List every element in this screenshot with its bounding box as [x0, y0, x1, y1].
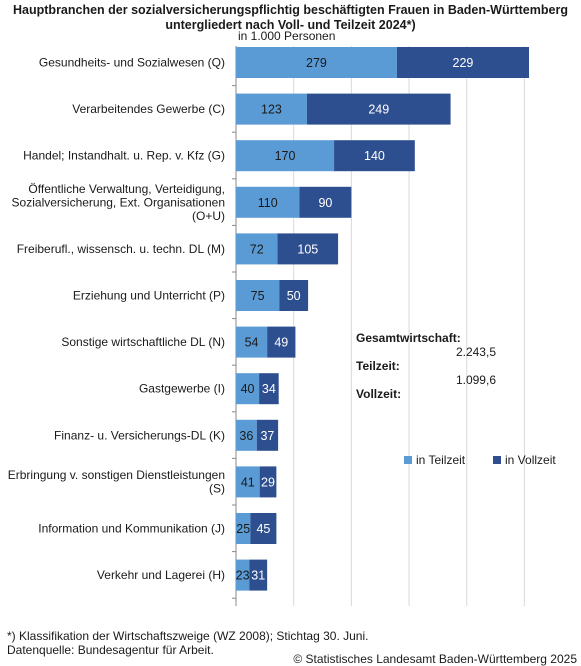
value-label-teilzeit: 36 [239, 429, 253, 443]
value-label-vollzeit: 34 [262, 382, 276, 396]
chart-subtitle: in 1.000 Personen [238, 29, 336, 43]
value-label-teilzeit: 279 [306, 56, 327, 70]
legend-swatch-vollzeit [493, 456, 501, 464]
value-label-teilzeit: 41 [241, 475, 255, 489]
value-label-vollzeit: 49 [274, 336, 288, 350]
category-label: Verarbeitendes Gewerbe (C) [72, 102, 225, 116]
legend-label-teilzeit: in Teilzeit [416, 453, 466, 467]
category-label: Verkehr und Lagerei (H) [97, 568, 225, 582]
bar-teilzeit [236, 559, 250, 591]
legend-item-vollzeit: in Vollzeit [493, 453, 556, 467]
category-label: Handel; Instandhalt. u. Rep. v. Kfz (G) [23, 149, 225, 163]
value-label-teilzeit: 40 [241, 382, 255, 396]
legend-swatch-teilzeit [404, 456, 412, 464]
value-label-vollzeit: 90 [318, 196, 332, 210]
bar-teilzeit [236, 280, 280, 311]
bar-vollzeit [259, 373, 279, 405]
value-label-vollzeit: 105 [297, 242, 318, 256]
bar-vollzeit [249, 559, 268, 591]
bar-teilzeit [236, 233, 278, 265]
bar-vollzeit [250, 513, 277, 544]
copyright-source: © Statistisches Landesamt Baden-Württemb… [293, 652, 577, 666]
category-label: Erbringung v. sonstigen Dienstleistungen… [8, 468, 225, 496]
bar-vollzeit [277, 233, 339, 265]
value-label-teilzeit: 25 [236, 522, 250, 536]
bar-teilzeit [236, 186, 300, 218]
value-label-teilzeit: 23 [236, 569, 250, 583]
summary-vollzeit-label: Vollzeit: [356, 387, 402, 401]
value-label-vollzeit: 50 [287, 289, 301, 303]
bar-vollzeit [256, 419, 279, 451]
bar-vollzeit [267, 326, 296, 358]
bar-teilzeit [236, 373, 260, 405]
category-label: Freiberufl., wissensch. u. techn. DL (M) [17, 242, 225, 256]
category-label: Information und Kommunikation (J) [38, 522, 225, 536]
label-layer: Gesundheits- und Sozialwesen (Q) 279 229 Ve… [8, 56, 474, 583]
category-label: Sonstige wirtschaftliche DL (N) [61, 335, 225, 349]
value-label-teilzeit: 170 [275, 149, 296, 163]
footnote: *) Klassifikation der Wirtschaftszweige … [7, 629, 368, 657]
category-label: Gastgewerbe (I) [139, 382, 225, 396]
value-label-vollzeit: 229 [453, 56, 474, 70]
bar-vollzeit [306, 93, 451, 125]
value-label-teilzeit: 54 [245, 336, 259, 350]
chart-title: Hauptbranchen der sozialversicherungspfl… [13, 3, 568, 32]
bar-teilzeit [236, 419, 257, 451]
value-label-vollzeit: 249 [368, 103, 389, 117]
value-label-teilzeit: 75 [251, 289, 265, 303]
summary-gesamt-value: 2.243,5 [455, 345, 496, 359]
summary-gesamt-label: Gesamtwirtschaft: [356, 331, 461, 345]
summary-teilzeit-value: 1.099,6 [455, 373, 496, 387]
value-label-vollzeit: 29 [261, 475, 275, 489]
category-label: Erziehung und Unterricht (P) [73, 289, 225, 303]
value-label-vollzeit: 140 [364, 149, 385, 163]
value-label-vollzeit: 45 [256, 522, 270, 536]
bar-teilzeit [236, 513, 251, 544]
footnote-classification: *) Klassifikation der Wirtschaftszweige … [7, 629, 369, 643]
bar-vollzeit [259, 466, 277, 498]
value-label-teilzeit: 110 [258, 196, 278, 210]
category-label: Gesundheits- und Sozialwesen (Q) [39, 56, 225, 70]
footnote-datasource: Datenquelle: Bundesagentur für Arbeit. [7, 643, 214, 657]
bar-vollzeit [299, 186, 352, 218]
summary-box: Gesamtwirtschaft: 2.243,5 Teilzeit: 1.09… [356, 331, 496, 401]
value-label-vollzeit: 37 [260, 429, 274, 443]
bar-teilzeit [236, 47, 397, 78]
bar-chart: Gesundheits- und Sozialwesen (Q) 279 229 Ve… [8, 46, 530, 606]
bar-teilzeit [236, 326, 268, 358]
legend-item-teilzeit: in Teilzeit [404, 453, 465, 467]
bar-vollzeit [334, 140, 415, 172]
legend-label-vollzeit: in Vollzeit [505, 453, 556, 467]
value-label-teilzeit: 123 [261, 103, 282, 117]
category-label: Öffentliche Verwaltung, Verteidigung, Soz… [12, 182, 225, 223]
bar-layer [236, 47, 530, 591]
summary-teilzeit-label: Teilzeit: [356, 359, 400, 373]
bar-teilzeit [236, 140, 335, 172]
bar-vollzeit [396, 47, 530, 78]
value-label-teilzeit: 72 [250, 242, 264, 256]
bar-vollzeit [279, 280, 309, 311]
grid-layer [232, 46, 525, 606]
value-label-vollzeit: 31 [251, 569, 265, 583]
bar-teilzeit [236, 466, 260, 498]
bar-teilzeit [236, 93, 307, 125]
category-label: Finanz- u. Versicherungs-DL (K) [54, 428, 225, 442]
